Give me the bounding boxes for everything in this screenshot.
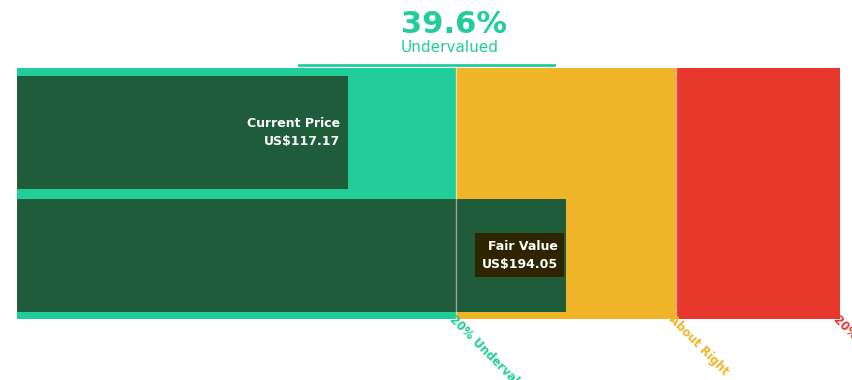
Text: Current Price
US$117.17: Current Price US$117.17 xyxy=(247,117,340,148)
Bar xyxy=(17,68,456,319)
Bar xyxy=(675,68,839,319)
Bar xyxy=(17,76,348,189)
Bar xyxy=(456,68,675,319)
Text: Undervalued: Undervalued xyxy=(400,40,498,55)
Text: 20% Overvalued: 20% Overvalued xyxy=(830,313,852,380)
Text: Fair Value
US$194.05: Fair Value US$194.05 xyxy=(481,240,557,271)
Text: About Right: About Right xyxy=(665,313,730,378)
Bar xyxy=(17,199,565,312)
Text: 20% Undervalued: 20% Undervalued xyxy=(446,313,538,380)
Text: 39.6%: 39.6% xyxy=(400,10,506,39)
